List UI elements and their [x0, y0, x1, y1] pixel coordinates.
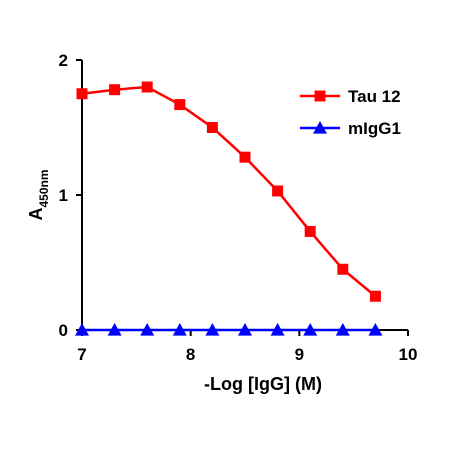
- series-0: [76, 81, 381, 302]
- y-axis-title-subscript: 450nm: [37, 169, 51, 207]
- data-point: [107, 323, 122, 336]
- data-point: [75, 323, 89, 336]
- x-tick-label: 10: [399, 345, 418, 364]
- legend-entry-1: mIgG1: [300, 119, 401, 138]
- x-tick-label: 7: [77, 345, 86, 364]
- data-point: [335, 323, 350, 336]
- series-layer: [75, 81, 383, 336]
- data-point: [369, 290, 381, 302]
- data-point: [140, 323, 155, 336]
- data-point: [76, 88, 88, 100]
- data-point: [109, 84, 121, 96]
- legend: Tau 12 mIgG1: [300, 87, 401, 138]
- data-point: [272, 185, 284, 197]
- legend-label: Tau 12: [348, 87, 401, 106]
- data-point: [337, 263, 349, 275]
- y-tick-label: 1: [59, 186, 68, 205]
- legend-marker: [313, 121, 327, 134]
- y-tick-label: 0: [59, 321, 68, 340]
- legend-entry-0: Tau 12: [300, 87, 401, 106]
- legend-marker: [314, 90, 326, 102]
- data-point: [172, 323, 187, 336]
- data-point: [206, 122, 218, 133]
- data-point: [141, 81, 153, 93]
- data-point: [205, 323, 220, 336]
- legend-label: mIgG1: [348, 119, 401, 138]
- y-axis-title: A450nm: [26, 169, 51, 220]
- y-tick-label: 2: [59, 51, 68, 70]
- series-line: [81, 85, 377, 298]
- ticks: 0 1 2 7 8 9 10: [59, 51, 418, 364]
- series-1: [75, 323, 383, 336]
- data-point: [303, 323, 318, 336]
- data-point: [368, 323, 383, 336]
- data-point: [270, 323, 285, 336]
- data-point: [304, 225, 316, 237]
- axis-titles: -Log [IgG] (M) A450nm: [26, 169, 322, 394]
- data-point: [174, 99, 186, 111]
- data-point: [239, 151, 251, 163]
- x-tick-label: 9: [295, 345, 304, 364]
- y-axis-title-main: A: [26, 208, 46, 221]
- data-point: [238, 323, 252, 336]
- x-tick-label: 8: [186, 345, 195, 364]
- x-axis-title: -Log [IgG] (M): [204, 374, 322, 394]
